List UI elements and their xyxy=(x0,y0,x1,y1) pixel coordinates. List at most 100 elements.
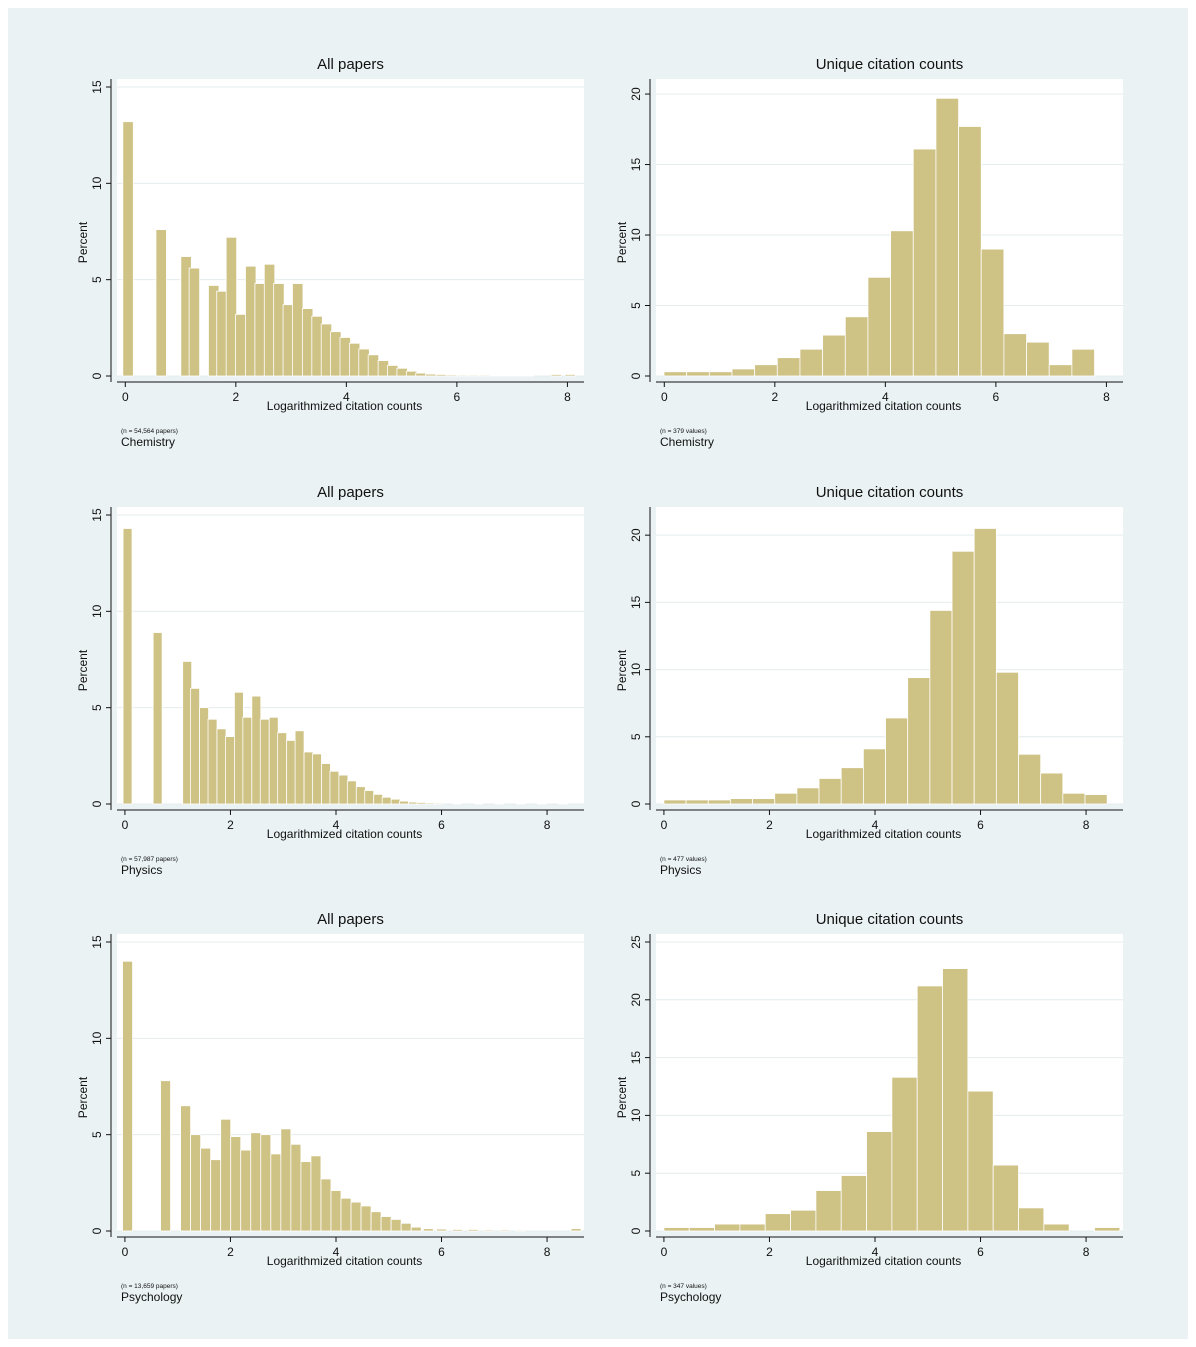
histogram-bar xyxy=(188,267,201,377)
y-tick-label: 20 xyxy=(629,993,643,1007)
histogram-bar xyxy=(929,610,953,805)
histogram-bar xyxy=(300,1161,312,1232)
y-axis-label: Percent xyxy=(615,649,629,691)
histogram-bar xyxy=(234,691,244,805)
histogram-bar xyxy=(818,778,842,805)
y-tick-label: 15 xyxy=(90,80,104,94)
y-tick-label: 15 xyxy=(90,935,104,949)
histogram-bar xyxy=(1040,772,1064,805)
histogram-bar xyxy=(408,801,418,805)
x-tick-label: 6 xyxy=(438,818,445,832)
histogram-bar xyxy=(1026,341,1050,377)
histogram-bar xyxy=(380,1216,392,1232)
panel-caption: Physics xyxy=(121,863,162,877)
histogram-bar xyxy=(885,717,909,805)
histogram-bar xyxy=(254,283,266,377)
panel-5: 0 2 4 6 8 0 5 10 15 All papers Logarithmized citat… xyxy=(76,911,584,1304)
panel-title: Unique citation counts xyxy=(816,484,964,501)
sample-size-note: (n = 13,659 papers) xyxy=(121,1283,178,1290)
histogram-bar xyxy=(373,793,384,805)
y-axis-label: Percent xyxy=(615,221,629,263)
y-tick-label: 0 xyxy=(90,800,104,807)
histogram-bar xyxy=(321,763,331,805)
histogram-bar xyxy=(467,1229,479,1232)
histogram-bar xyxy=(425,802,436,805)
y-tick-label: 0 xyxy=(90,1227,104,1234)
histogram-bar xyxy=(240,1149,252,1232)
histogram-bar xyxy=(355,786,366,805)
histogram-bar xyxy=(358,348,370,377)
histogram-bar xyxy=(776,357,801,377)
histogram-bar xyxy=(958,126,982,377)
histogram-bar xyxy=(916,985,943,1232)
histogram-bar xyxy=(730,798,753,805)
panel-title: Unique citation counts xyxy=(816,56,964,73)
x-tick-label: 4 xyxy=(333,1245,340,1259)
x-tick-label: 2 xyxy=(227,818,234,832)
histogram-bar xyxy=(410,1226,422,1232)
histogram-bar xyxy=(235,313,247,377)
histogram-bar xyxy=(320,323,333,377)
histogram-bar xyxy=(312,753,322,805)
histogram-bar xyxy=(199,707,209,805)
histogram-bar xyxy=(663,371,688,377)
histogram-bar xyxy=(973,528,997,805)
histogram-bar xyxy=(330,1190,342,1232)
histogram-bar xyxy=(942,968,969,1232)
histogram-bar xyxy=(220,1118,232,1232)
histogram-bar xyxy=(190,1134,202,1232)
y-tick-label: 5 xyxy=(90,704,104,711)
histogram-bar xyxy=(122,528,133,805)
histogram-bar xyxy=(995,671,1019,805)
panel-title: All papers xyxy=(317,911,384,928)
panel-3: 0 2 4 6 8 0 5 10 15 All papers Logarithmized citat… xyxy=(76,484,584,877)
panel-4: 0 2 4 6 8 0 5 10 15 20 Unique citation counts Logar… xyxy=(615,484,1123,877)
histogram-bar xyxy=(286,740,297,805)
y-tick-label: 5 xyxy=(629,733,643,740)
sample-size-note: (n = 54,564 papers) xyxy=(121,428,178,435)
histogram-bar xyxy=(416,802,427,805)
x-axis-label: Logarithmized citation counts xyxy=(267,399,422,413)
histogram-bar xyxy=(396,367,408,377)
histogram-bar xyxy=(494,802,505,805)
x-axis-label: Logarithmized citation counts xyxy=(806,399,961,413)
histogram-bar xyxy=(242,716,253,805)
x-tick-label: 2 xyxy=(766,1245,773,1259)
histogram-bar xyxy=(714,1223,741,1232)
y-tick-label: 15 xyxy=(629,595,643,609)
panel-title: All papers xyxy=(317,484,384,501)
histogram-bar xyxy=(451,1229,463,1232)
histogram-bar xyxy=(992,1164,1019,1232)
histogram-bar xyxy=(663,1227,690,1232)
panel-caption: Psychology xyxy=(121,1290,182,1304)
histogram-bar xyxy=(1094,1227,1121,1232)
y-tick-label: 20 xyxy=(629,528,643,542)
x-tick-label: 0 xyxy=(122,818,129,832)
histogram-bar xyxy=(259,718,270,805)
x-tick-label: 6 xyxy=(977,1245,984,1259)
histogram-bar xyxy=(425,373,437,377)
histogram-bar xyxy=(377,360,390,377)
histogram-bar xyxy=(862,748,886,805)
y-axis-label: Percent xyxy=(76,649,90,691)
histogram-bar xyxy=(152,632,163,805)
histogram-bar xyxy=(483,1229,495,1232)
histogram-bar xyxy=(685,799,709,805)
panel-title: Unique citation counts xyxy=(816,911,964,928)
histogram-bar xyxy=(290,1143,302,1232)
y-tick-label: 10 xyxy=(90,176,104,190)
panel-6: 0 2 4 6 8 0 5 10 15 20 25 Unique citation counts Log… xyxy=(615,911,1123,1304)
histogram-bar xyxy=(822,334,846,377)
histogram-bar xyxy=(338,774,349,805)
histogram-bar xyxy=(1048,364,1073,377)
x-tick-label: 0 xyxy=(661,390,668,404)
histogram-bar xyxy=(160,1080,171,1232)
y-tick-label: 15 xyxy=(629,1051,643,1065)
histogram-bar xyxy=(663,799,687,805)
histogram-bar xyxy=(405,370,418,377)
histogram-bar xyxy=(364,790,375,805)
panel-caption: Chemistry xyxy=(121,435,175,449)
y-axis-label: Percent xyxy=(615,1076,629,1118)
histogram-bar xyxy=(907,677,931,805)
y-tick-label: 10 xyxy=(629,228,643,242)
